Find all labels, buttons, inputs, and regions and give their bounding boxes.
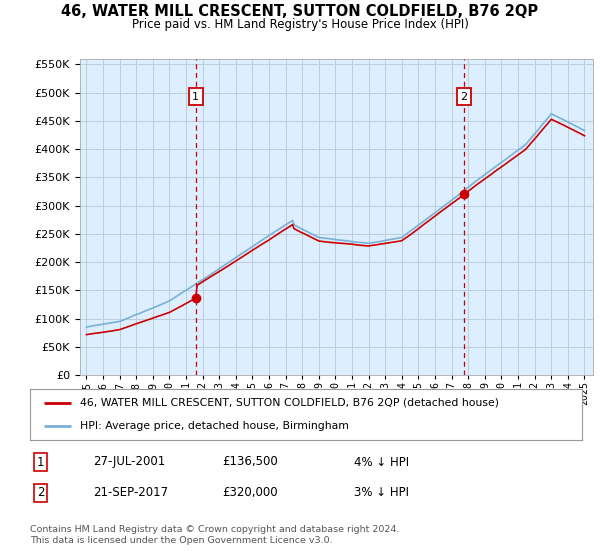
Text: 27-JUL-2001: 27-JUL-2001 xyxy=(93,455,165,469)
Text: 21-SEP-2017: 21-SEP-2017 xyxy=(93,486,168,500)
Text: 46, WATER MILL CRESCENT, SUTTON COLDFIELD, B76 2QP (detached house): 46, WATER MILL CRESCENT, SUTTON COLDFIEL… xyxy=(80,398,499,408)
Text: 3% ↓ HPI: 3% ↓ HPI xyxy=(354,486,409,500)
Text: 4% ↓ HPI: 4% ↓ HPI xyxy=(354,455,409,469)
Text: 46, WATER MILL CRESCENT, SUTTON COLDFIELD, B76 2QP: 46, WATER MILL CRESCENT, SUTTON COLDFIEL… xyxy=(61,4,539,19)
Text: £320,000: £320,000 xyxy=(222,486,278,500)
Text: HPI: Average price, detached house, Birmingham: HPI: Average price, detached house, Birm… xyxy=(80,421,349,431)
Text: Price paid vs. HM Land Registry's House Price Index (HPI): Price paid vs. HM Land Registry's House … xyxy=(131,18,469,31)
Text: £136,500: £136,500 xyxy=(222,455,278,469)
Text: 1: 1 xyxy=(192,92,199,102)
Text: 2: 2 xyxy=(37,486,44,500)
Text: Contains HM Land Registry data © Crown copyright and database right 2024.
This d: Contains HM Land Registry data © Crown c… xyxy=(30,525,400,545)
Text: 2: 2 xyxy=(460,92,467,102)
Text: 1: 1 xyxy=(37,455,44,469)
